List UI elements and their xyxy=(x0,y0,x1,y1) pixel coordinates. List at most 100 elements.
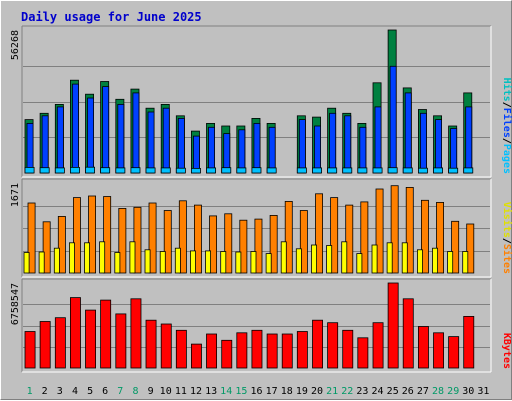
x-tick-label: 29 xyxy=(447,386,459,397)
x-tick-label: 17 xyxy=(266,386,278,397)
x-tick-label: 28 xyxy=(432,386,444,397)
bar-files-day-28 xyxy=(435,119,442,174)
bar-pages-day-12 xyxy=(190,167,201,174)
bar-files-day-23 xyxy=(359,126,367,174)
x-tick-label: 22 xyxy=(341,386,353,397)
bar-files-day-27 xyxy=(419,112,427,174)
bar-files-day-14 xyxy=(223,133,231,174)
bar-files-day-29 xyxy=(450,128,458,174)
bar-kbytes-day-11 xyxy=(175,329,187,369)
bar-sites-day-19 xyxy=(299,210,308,274)
bar-pages-day-5 xyxy=(85,166,96,174)
bar-visits-day-22 xyxy=(341,241,348,274)
bar-visits-day-21 xyxy=(326,245,333,274)
bar-sites-day-27 xyxy=(420,199,429,274)
bar-kbytes-day-20 xyxy=(312,319,324,369)
x-tick-label: 21 xyxy=(326,386,338,397)
bar-pages-day-13 xyxy=(206,167,217,174)
bar-pages-day-26 xyxy=(402,167,413,174)
x-tick-label: 6 xyxy=(102,386,108,397)
x-tick-label: 15 xyxy=(235,386,247,397)
bar-visits-day-23 xyxy=(356,253,363,274)
bar-sites-day-21 xyxy=(330,197,339,274)
bar-files-day-8 xyxy=(132,92,140,174)
bar-pages-day-29 xyxy=(448,167,459,174)
bar-pages-day-2 xyxy=(39,167,50,174)
bar-visits-day-8 xyxy=(129,241,136,274)
bar-pages-day-22 xyxy=(342,167,353,174)
bar-files-day-4 xyxy=(72,83,79,174)
x-tick-label: 10 xyxy=(160,386,172,397)
x-tick-label: 18 xyxy=(281,386,293,397)
bar-pages-day-7 xyxy=(115,167,126,174)
bar-visits-day-16 xyxy=(250,251,257,274)
bar-kbytes-day-24 xyxy=(372,322,384,369)
bar-sites-day-14 xyxy=(224,213,233,274)
x-tick-label: 31 xyxy=(477,386,489,397)
bar-sites-day-30 xyxy=(466,223,475,274)
bar-sites-day-4 xyxy=(73,197,81,274)
bar-sites-day-5 xyxy=(88,195,96,274)
bar-visits-day-12 xyxy=(189,250,196,274)
bar-visits-day-10 xyxy=(159,251,166,274)
bar-sites-day-3 xyxy=(57,215,66,274)
bar-files-day-5 xyxy=(87,97,94,174)
bar-files-day-24 xyxy=(374,106,382,174)
x-tick-label: 9 xyxy=(148,386,154,397)
bar-files-day-10 xyxy=(162,107,170,174)
bar-pages-day-6 xyxy=(100,167,111,174)
bar-visits-day-13 xyxy=(205,250,211,274)
legend-files: Files xyxy=(501,108,512,138)
bar-kbytes-day-21 xyxy=(327,322,339,369)
bar-sites-day-1 xyxy=(27,202,36,274)
legend-visits: Visits xyxy=(501,202,512,238)
bar-kbytes-day-23 xyxy=(357,337,369,369)
bar-files-day-15 xyxy=(238,129,246,174)
bar-kbytes-day-12 xyxy=(190,343,202,369)
bar-kbytes-day-27 xyxy=(417,326,429,369)
bar-sites-day-20 xyxy=(315,193,323,274)
bar-pages-day-8 xyxy=(130,167,141,174)
bar-sites-day-17 xyxy=(269,214,278,274)
bar-pages-day-23 xyxy=(357,167,368,174)
x-tick-label: 30 xyxy=(462,386,474,397)
x-tick-label: 23 xyxy=(356,386,368,397)
bar-files-day-16 xyxy=(253,123,261,174)
bar-kbytes-day-13 xyxy=(206,333,218,369)
legend-sites: Sites xyxy=(501,244,512,274)
chart-title: Daily usage for June 2025 xyxy=(21,10,202,24)
legend-kbytes: KBytes xyxy=(501,333,512,369)
bar-visits-day-24 xyxy=(371,244,378,274)
bar-pages-day-9 xyxy=(145,167,156,174)
bar-visits-day-19 xyxy=(295,248,302,274)
bar-sites-day-29 xyxy=(451,220,460,274)
bar-visits-day-29 xyxy=(447,251,454,274)
bar-sites-day-24 xyxy=(375,188,384,274)
bar-sites-day-22 xyxy=(345,204,354,274)
bar-sites-day-9 xyxy=(148,202,157,274)
bar-files-day-11 xyxy=(177,118,185,174)
bar-sites-day-23 xyxy=(360,201,369,274)
bar-kbytes-day-10 xyxy=(160,323,172,369)
bar-files-day-22 xyxy=(344,115,352,174)
legend-separator: / xyxy=(501,138,512,144)
bar-visits-day-5 xyxy=(84,242,90,274)
bar-visits-day-6 xyxy=(99,241,106,274)
bar-visits-day-15 xyxy=(235,251,242,274)
bar-visits-day-28 xyxy=(432,247,438,274)
bar-pages-day-30 xyxy=(463,167,474,174)
bar-files-day-9 xyxy=(147,111,155,174)
bar-kbytes-day-28 xyxy=(433,332,445,369)
bar-files-day-26 xyxy=(404,92,412,174)
bar-kbytes-day-6 xyxy=(100,299,112,369)
bar-visits-day-18 xyxy=(280,241,287,274)
bar-kbytes-day-8 xyxy=(130,298,142,369)
bar-visits-day-4 xyxy=(69,242,75,274)
bar-sites-day-8 xyxy=(133,206,142,274)
bar-sites-day-6 xyxy=(103,196,112,274)
series-legend: KBytes xyxy=(501,333,512,369)
x-tick-label: 14 xyxy=(220,386,232,397)
y-max-label: 56268 xyxy=(10,30,21,60)
bar-visits-day-27 xyxy=(416,249,423,274)
